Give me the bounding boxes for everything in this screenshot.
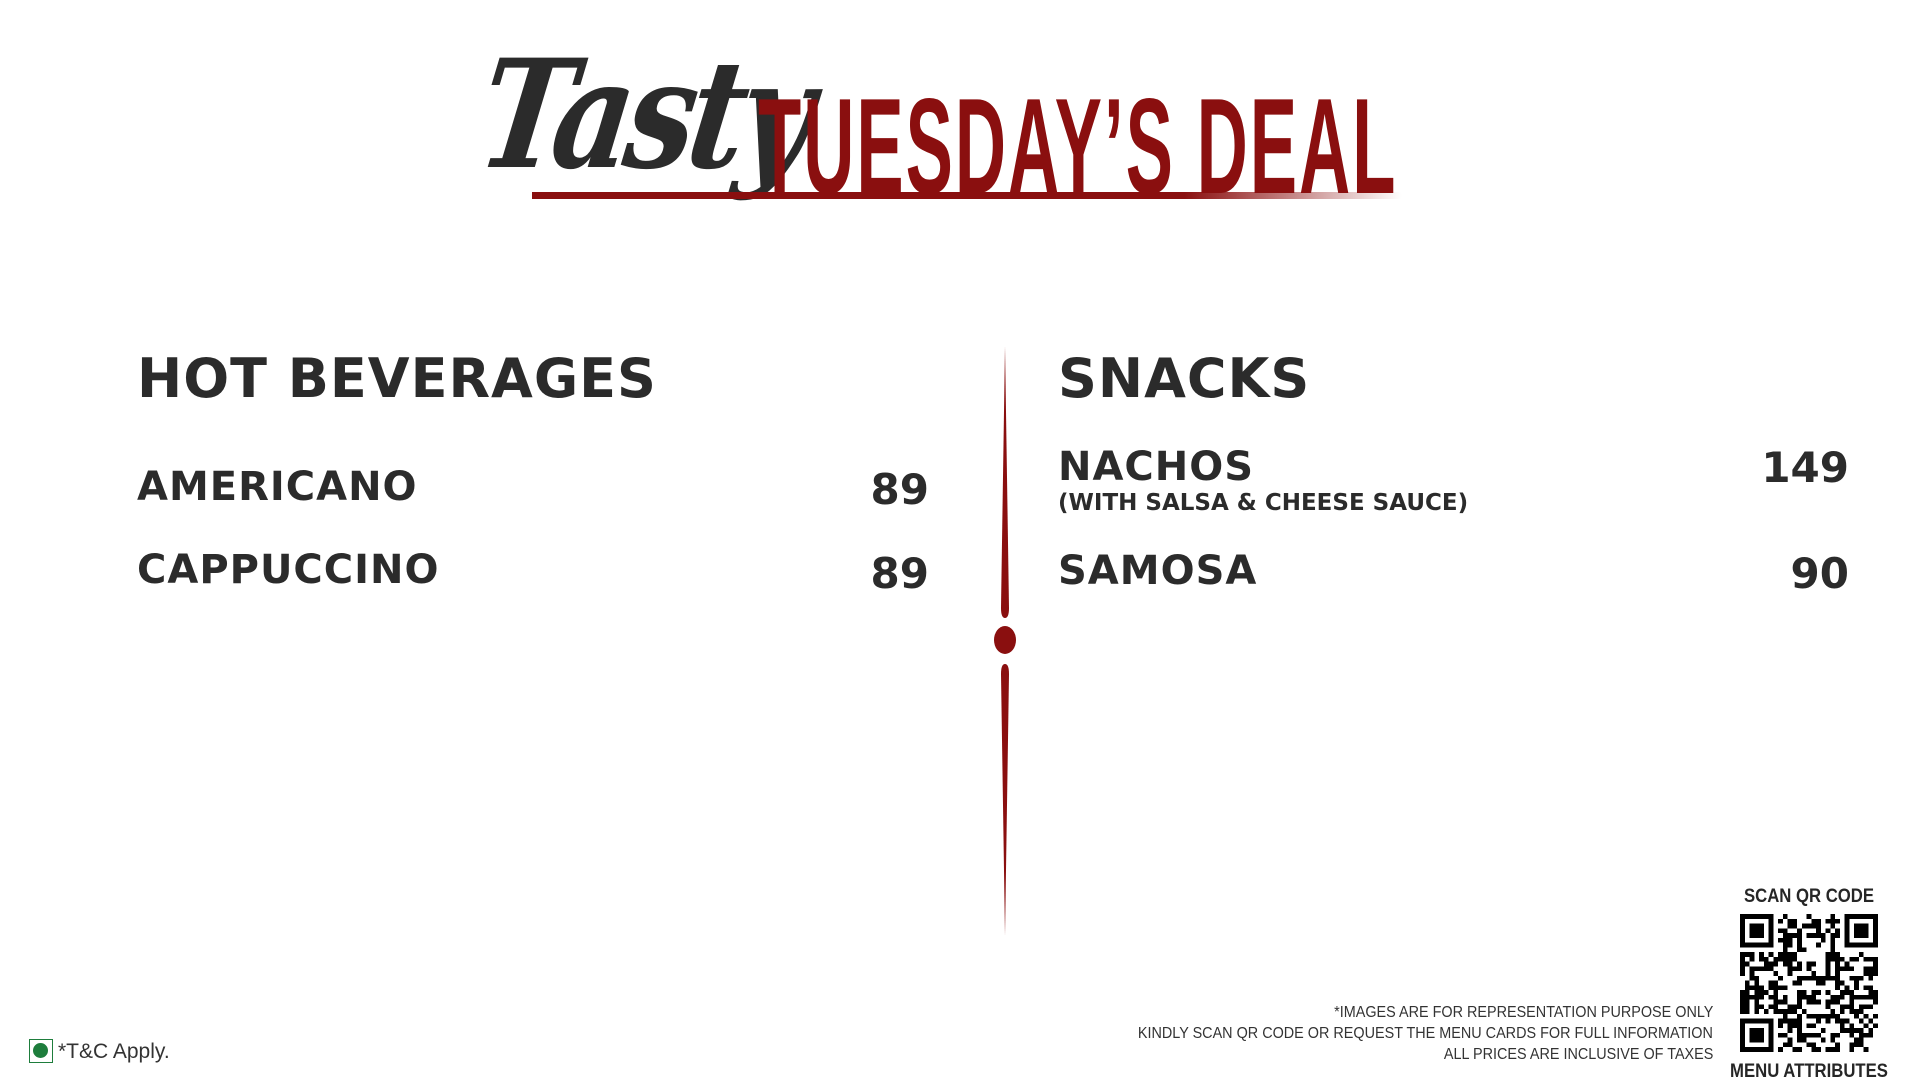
category-hot-beverages: HOT BEVERAGES [137, 347, 657, 410]
item-price: 149 [1761, 443, 1849, 492]
item-name: SAMOSA [1058, 548, 1258, 594]
item-price: 89 [870, 465, 929, 514]
terms-note: *T&C Apply. [58, 1040, 170, 1063]
veg-icon [29, 1039, 53, 1063]
disclaimer-line: ALL PRICES ARE INCLUSIVE OF TAXES [1443, 1046, 1713, 1063]
category-snacks: SNACKS [1058, 347, 1311, 410]
page-title: TUESDAY’S DEAL [758, 70, 1398, 222]
divider [994, 346, 1016, 936]
item-name: CAPPUCCINO [137, 547, 440, 593]
disclaimer-line: *IMAGES ARE FOR REPRESENTATION PURPOSE O… [1333, 1004, 1713, 1021]
item-note: (WITH SALSA & CHEESE SAUCE) [1058, 490, 1469, 516]
qr-code[interactable] [1739, 914, 1879, 1052]
item-price: 89 [870, 549, 929, 598]
title-underline [532, 192, 1402, 199]
disclaimer-line: KINDLY SCAN QR CODE OR REQUEST THE MENU … [1137, 1025, 1713, 1042]
item-name: NACHOS [1058, 444, 1255, 490]
item-price: 90 [1790, 549, 1849, 598]
qr-bottom-label: MENU ATTRIBUTES [1730, 1061, 1888, 1082]
qr-top-label: SCAN QR CODE [1743, 886, 1875, 907]
item-name: AMERICANO [137, 464, 418, 510]
